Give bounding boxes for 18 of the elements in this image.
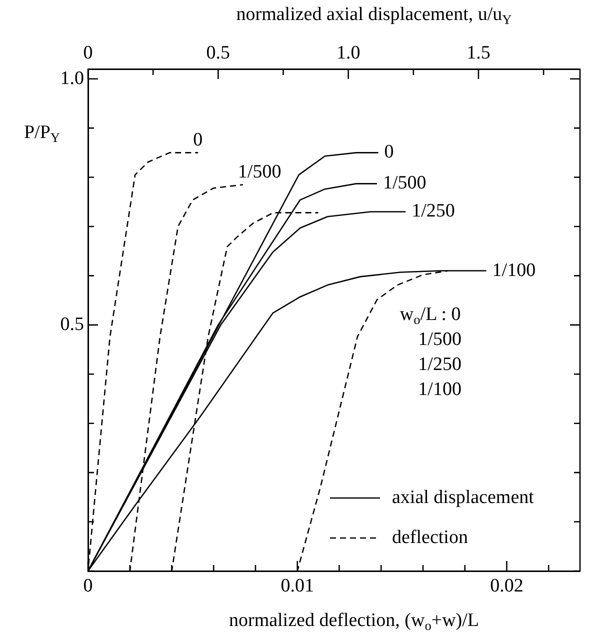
x2-tick-label: 0	[83, 42, 93, 64]
x2-tick-label: 1.0	[336, 42, 360, 64]
x2-tick-label: 1.5	[466, 42, 490, 64]
series-label: 1/500	[238, 162, 282, 183]
annotation: deflection	[392, 526, 468, 548]
x-tick-label: 0.02	[490, 575, 524, 596]
x-tick-label: 0	[83, 575, 93, 596]
series-label: 1/250	[412, 200, 455, 222]
annotation: 1/500	[418, 328, 462, 350]
x-tick-label: 0.01	[280, 575, 314, 596]
series-label: 0	[193, 130, 203, 151]
series-label: 0	[384, 142, 394, 163]
annotation: 1/250	[418, 354, 462, 375]
series-label: 1/500	[382, 172, 426, 194]
annotation: 1/100	[418, 378, 462, 400]
legend-label: 1/100	[492, 260, 536, 281]
annotation: axial displacement	[392, 486, 535, 508]
x2-tick-label: 0.5	[206, 42, 230, 64]
